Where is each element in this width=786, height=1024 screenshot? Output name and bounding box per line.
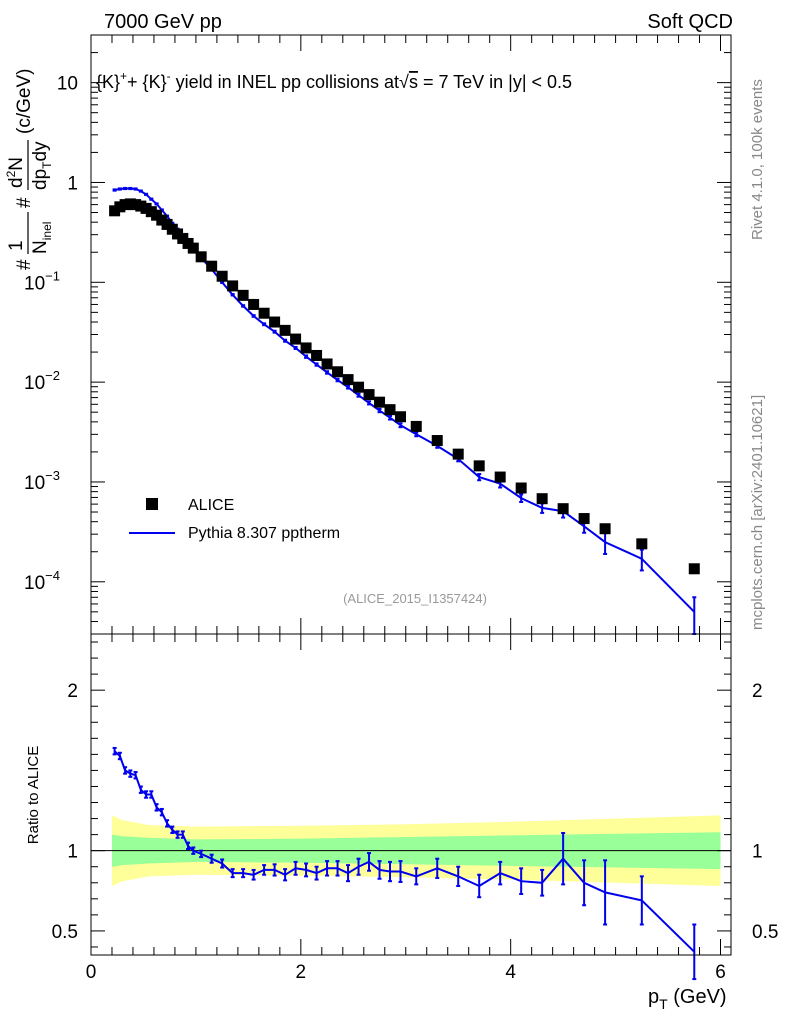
ratio-ytick-label-right: 1 <box>752 842 763 863</box>
ratio-xtick-label: 4 <box>505 962 516 983</box>
ratio-frame <box>90 633 732 956</box>
legend-data-marker <box>146 498 158 510</box>
data-point <box>206 260 218 272</box>
main-ylabel: # 1 Ninel # d2N dpTdy (c/GeV) <box>4 69 54 270</box>
ratio-xtick-label: 6 <box>715 962 726 983</box>
data-point <box>515 482 527 494</box>
data-point <box>332 366 344 378</box>
main-ytick-label: 10−4 <box>24 568 60 594</box>
data-point <box>578 513 590 525</box>
data-point <box>374 396 386 408</box>
ratio-ytick-label-right: 2 <box>752 681 763 702</box>
main-ytick-label: 10−1 <box>24 268 60 294</box>
svg-text:#: # <box>14 197 35 208</box>
data-point <box>431 435 443 447</box>
data-point <box>536 493 548 505</box>
svg-text:Ninel: Ninel <box>30 222 54 254</box>
main-ytick-label: 1 <box>67 173 78 194</box>
ratio-panel: 0.5 0.5 1 1 2 2 0 2 4 6 Ratio to ALICE pT (GeV) <box>25 633 778 1012</box>
svg-text:d2N: d2N <box>4 157 27 188</box>
data-point <box>473 460 485 472</box>
header-left: 7000 GeV pp <box>104 11 222 33</box>
main-marks <box>109 186 700 635</box>
data-point <box>237 289 249 301</box>
ratio-axes: 0.5 0.5 1 1 2 2 0 2 4 6 <box>52 634 778 983</box>
header-right: Soft QCD <box>647 11 733 33</box>
data-point <box>195 251 207 263</box>
data-point <box>258 307 270 319</box>
main-frame <box>90 34 732 635</box>
main-ytick-label: 10 <box>57 74 78 95</box>
ratio-ytick-label: 0.5 <box>52 922 78 943</box>
data-point <box>410 420 422 432</box>
ratio-ytick-label: 2 <box>67 681 78 702</box>
data-point <box>599 523 611 535</box>
ratio-ytick-label-right: 0.5 <box>752 922 778 943</box>
ratio-xtick-label: 0 <box>86 962 97 983</box>
data-point <box>216 270 228 282</box>
main-ytick-label: 10−2 <box>24 368 60 394</box>
ratio-ylabel: Ratio to ALICE <box>25 746 42 844</box>
data-point <box>395 411 407 423</box>
data-point <box>290 333 302 345</box>
data-point <box>353 381 365 393</box>
ratio-xlabel: pT (GeV) <box>648 986 727 1012</box>
ratio-xtick-label: 2 <box>296 962 307 983</box>
ratio-ytick-label: 1 <box>67 842 78 863</box>
data-point <box>636 538 648 550</box>
svg-text:1: 1 <box>6 240 27 251</box>
ratio-marks <box>91 746 731 981</box>
data-point <box>300 342 312 354</box>
data-point <box>494 471 506 483</box>
data-point <box>279 324 291 336</box>
rivet-label: Rivet 4.1.0, 100k events <box>749 79 766 240</box>
data-point <box>269 316 281 328</box>
main-title: {K}++ {K}- yield in INEL pp collisions a… <box>96 69 572 92</box>
svg-text:(c/GeV): (c/GeV) <box>14 69 35 134</box>
legend-data-label: ALICE <box>188 497 234 514</box>
data-point <box>384 404 396 416</box>
svg-text:dpTdy: dpTdy <box>30 141 54 190</box>
data-point <box>311 349 323 361</box>
data-point <box>321 358 333 370</box>
data-point <box>363 389 375 401</box>
mcplots-label: mcplots.cern.ch [arXiv:2401.10621] <box>749 395 766 630</box>
main-ytick-label: 10−3 <box>24 468 60 494</box>
main-axes: 10 1 10−1 10−2 10−3 10−4 <box>24 34 731 635</box>
data-point <box>342 374 354 386</box>
data-point <box>557 503 569 515</box>
data-point <box>187 242 199 254</box>
data-point <box>688 563 700 575</box>
legend-mc-label: Pythia 8.307 pptherm <box>188 525 340 542</box>
data-point <box>227 280 239 292</box>
data-point <box>452 448 464 460</box>
data-point <box>248 298 260 310</box>
analysis-watermark: (ALICE_2015_I1357424) <box>343 591 487 606</box>
svg-text:#: # <box>14 259 35 270</box>
legend: ALICE Pythia 8.307 pptherm <box>129 497 340 542</box>
main-panel: 10 1 10−1 10−2 10−3 10−4 {K}++ {K}- yield in … <box>4 34 732 635</box>
